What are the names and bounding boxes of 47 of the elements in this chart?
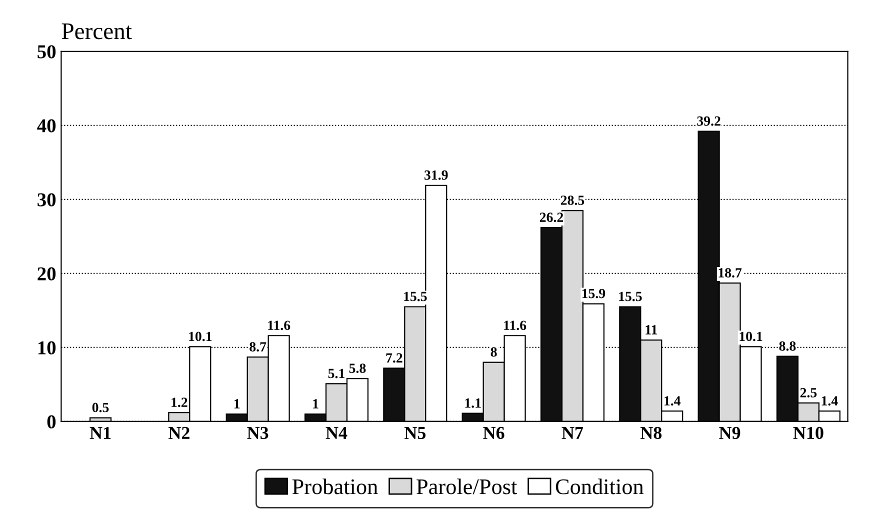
legend-label: Probation	[292, 478, 378, 494]
x-tick-label: N5	[404, 427, 426, 440]
legend-label: Parole/Post	[416, 478, 518, 494]
data-label: 5.1	[328, 368, 344, 378]
data-label: 11.6	[504, 320, 526, 330]
data-label: 11	[646, 325, 657, 334]
data-label: 1	[313, 399, 318, 408]
x-tick-label: N9	[719, 426, 740, 440]
data-label: 15.5	[619, 292, 642, 302]
x-tick-label: N4	[326, 426, 348, 439]
data-label: 2.5	[800, 388, 817, 398]
data-label: 10.1	[740, 332, 762, 342]
y-tick-label: 50	[38, 45, 56, 58]
y-axis-title: Percent	[62, 24, 132, 40]
data-label: 39.2	[697, 116, 720, 126]
data-label: 8.7	[250, 342, 266, 352]
x-tick-label: N1	[90, 426, 111, 439]
data-label: 8	[490, 347, 497, 357]
data-label: 26.2	[540, 212, 564, 222]
legend-label: Condition	[556, 478, 644, 494]
x-tick-label: N7	[562, 427, 584, 439]
y-tick-label: 30	[38, 193, 56, 206]
x-tick-label: N3	[247, 426, 268, 440]
data-label: 18.7	[718, 268, 742, 278]
data-label: 8.8	[779, 341, 796, 351]
data-label: 15.9	[582, 288, 606, 298]
data-label: 7.2	[386, 353, 402, 363]
x-tick-label: N2	[168, 426, 190, 439]
x-tick-label: N10	[793, 426, 824, 440]
data-label: 1.2	[172, 398, 188, 408]
x-tick-label: N8	[640, 426, 662, 440]
y-tick-label: 10	[38, 341, 56, 354]
data-label: 1.4	[664, 396, 681, 406]
data-label: 0.5	[92, 402, 109, 412]
y-tick-label: 0	[47, 415, 56, 428]
y-tick-label: 40	[37, 119, 56, 132]
data-label: 28.5	[560, 196, 584, 205]
data-label: 5.8	[349, 364, 366, 374]
data-label: 10.1	[189, 332, 212, 342]
data-label: 15.5	[404, 292, 427, 302]
data-label: 1.4	[822, 396, 838, 406]
x-tick-label: N6	[483, 426, 504, 440]
data-label: 1.1	[465, 398, 481, 408]
y-tick-label: 20	[38, 267, 56, 280]
data-label: 1	[234, 399, 240, 408]
data-label: 11.6	[268, 320, 290, 330]
data-label: 31.9	[424, 170, 448, 180]
